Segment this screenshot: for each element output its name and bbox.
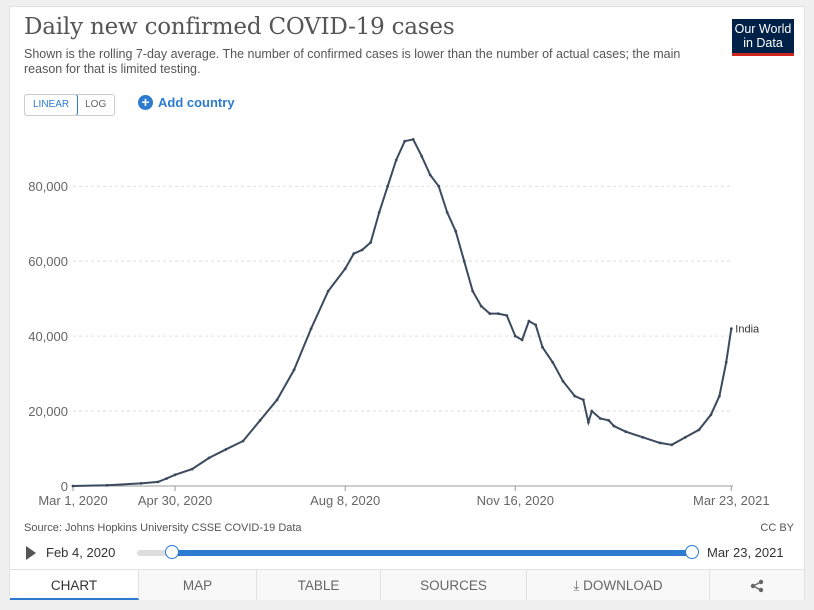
data-point [479, 304, 483, 308]
x-tick-label: Nov 16, 2020 [477, 493, 554, 508]
data-point [411, 138, 415, 141]
data-point [445, 211, 449, 214]
series-line-india [72, 138, 733, 487]
data-point [326, 289, 330, 293]
timeline-selected-range [171, 550, 692, 556]
data-point [612, 424, 616, 428]
logo-line2: in Data [743, 36, 783, 50]
data-point [394, 158, 398, 162]
tab-chart[interactable]: CHART [10, 570, 139, 600]
y-tick-label: 40,000 [28, 329, 68, 344]
data-point [520, 338, 524, 342]
data-point [403, 139, 407, 143]
timeline-start-label: Feb 4, 2020 [46, 545, 116, 560]
data-point [165, 477, 169, 480]
timeline-start-handle[interactable] [164, 545, 179, 559]
series-label: India [735, 324, 760, 336]
data-point [598, 417, 602, 420]
linear-scale-button[interactable]: LINEAR [25, 95, 79, 115]
share-icon[interactable] [710, 570, 804, 600]
data-point [173, 473, 177, 477]
license-link[interactable]: CC BY [760, 522, 794, 534]
data-point [71, 484, 75, 488]
data-point [670, 443, 674, 447]
data-point [718, 394, 721, 398]
data-point [352, 252, 356, 256]
timeline-end-label: Mar 23, 2021 [707, 545, 784, 560]
data-point [377, 211, 381, 214]
add-country-label: Add country [158, 95, 235, 110]
data-point [541, 345, 544, 349]
tab-download[interactable]: ⤓ DOWNLOAD [527, 570, 710, 600]
data-point [258, 419, 262, 422]
tab-bar: CHART MAP TABLE SOURCES ⤓ DOWNLOAD [10, 569, 804, 601]
data-point [697, 428, 701, 432]
data-point [292, 368, 296, 372]
data-point [105, 483, 109, 487]
x-tick-label: Aug 8, 2020 [310, 493, 380, 508]
data-point [505, 314, 509, 317]
data-point [471, 289, 475, 293]
play-icon[interactable] [26, 546, 36, 560]
x-tick-label: Mar 1, 2020 [38, 493, 107, 508]
y-tick-label: 80,000 [28, 179, 68, 194]
data-point [369, 241, 373, 244]
data-point [462, 259, 466, 263]
chart-subtitle: Shown is the rolling 7-day average. The … [24, 47, 681, 76]
data-point [534, 323, 538, 327]
data-point [386, 184, 390, 188]
x-tick-label: Apr 30, 2020 [138, 493, 212, 508]
owid-logo[interactable]: Our World in Data [732, 19, 794, 56]
data-point [709, 413, 713, 417]
data-point [624, 430, 628, 434]
data-point [488, 312, 492, 315]
data-point [496, 312, 500, 315]
data-point [527, 319, 531, 323]
chart-title: Daily new confirmed COVID-19 cases [24, 14, 455, 40]
plus-icon: + [138, 95, 153, 110]
y-tick-label: 20,000 [28, 404, 68, 419]
log-scale-button[interactable]: LOG [85, 99, 107, 110]
data-point [454, 229, 458, 233]
data-point [561, 379, 565, 383]
data-point [156, 480, 160, 484]
data-point [420, 154, 424, 158]
data-point [190, 467, 194, 471]
data-point [729, 327, 733, 330]
scale-toggle[interactable]: LINEAR LOG [24, 94, 116, 116]
data-point [724, 360, 728, 364]
data-point [241, 439, 245, 443]
data-point [275, 398, 279, 402]
data-point [360, 248, 364, 252]
data-point [551, 360, 555, 364]
add-country-button[interactable]: + Add country [138, 95, 235, 110]
data-point [590, 409, 594, 413]
data-point [207, 456, 211, 460]
data-point [437, 184, 441, 188]
data-point [224, 447, 228, 451]
x-tick-label: Mar 23, 2021 [693, 493, 770, 508]
source-note: Source: Johns Hopkins University CSSE CO… [24, 522, 302, 534]
data-point [573, 394, 577, 398]
data-point [607, 419, 611, 422]
data-point [658, 441, 662, 445]
data-point [684, 435, 687, 439]
timeline: Feb 4, 2020 Mar 23, 2021 [0, 538, 814, 566]
tab-sources[interactable]: SOURCES [381, 570, 527, 600]
line-chart: 0 20,000 40,000 60,000 80,000 Mar 1, 2020 Apr … [28, 138, 770, 508]
data-point [343, 267, 347, 271]
data-point [428, 173, 432, 177]
y-tick-label: 60,000 [28, 254, 68, 269]
data-point [513, 334, 517, 338]
logo-line1: Our World [734, 22, 792, 36]
data-point [139, 482, 143, 485]
tab-table[interactable]: TABLE [257, 570, 381, 600]
timeline-end-handle[interactable] [685, 545, 699, 559]
tab-map[interactable]: MAP [139, 570, 257, 600]
data-point [641, 435, 645, 439]
y-tick-label: 0 [61, 479, 68, 494]
data-point [309, 327, 313, 330]
data-point [587, 420, 590, 424]
data-point [581, 398, 585, 402]
